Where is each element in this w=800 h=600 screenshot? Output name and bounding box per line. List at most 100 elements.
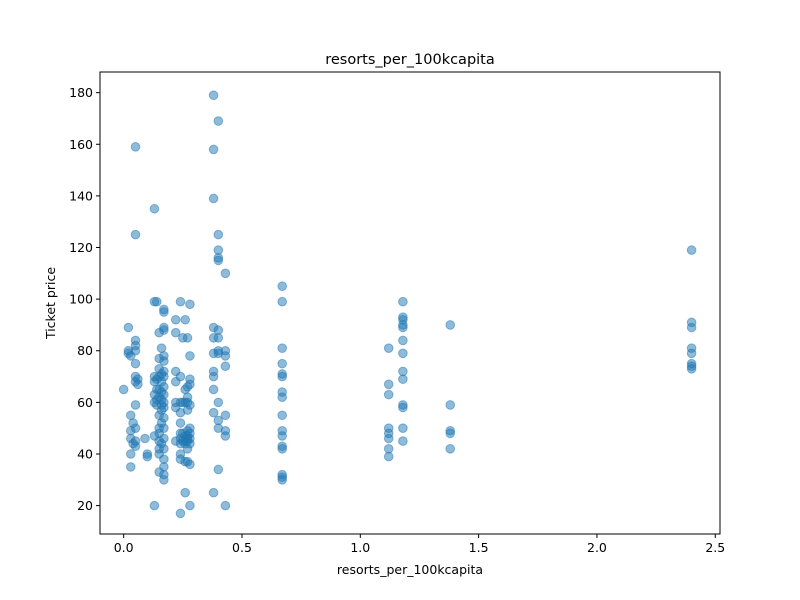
scatter-point [686,348,697,359]
scatter-point [185,459,195,470]
x-tick-label: 0.5 [232,540,252,555]
scatter-point [185,351,195,361]
scatter-point [213,333,224,343]
scatter-point [208,384,219,395]
x-tick-label: 2.5 [705,540,725,555]
scatter-point [277,431,288,441]
scatter-point [170,327,181,338]
scatter-point [175,371,186,382]
scatter-point [159,444,169,454]
scatter-point [185,500,195,511]
scatter-point [213,116,224,126]
y-tick-label: 80 [77,343,93,358]
scatter-point [208,371,219,382]
scatter-point [159,402,169,413]
scatter-point [277,444,288,454]
scatter-point [213,229,224,240]
scatter-point [185,400,195,410]
scatter-point [118,384,129,395]
scatter-point [398,423,408,433]
scatter-point [175,508,186,519]
scatter-point [445,320,456,330]
scatter-point [185,438,195,449]
y-tick-label: 140 [69,188,93,203]
scatter-point [159,325,169,335]
scatter-point [398,296,408,307]
scatter-point [208,144,219,155]
scatter-point [182,333,193,343]
scatter-point [125,462,136,472]
chart-title: resorts_per_100kcapita [325,52,495,68]
scatter-point [185,379,195,390]
scatter-point [130,142,141,152]
x-tick-label: 2.0 [587,540,607,555]
scatter-point [277,281,288,292]
scatter-point [185,299,195,310]
scatter-point [277,343,288,353]
scatter-point [180,487,190,498]
scatter-point [159,413,169,423]
scatter-point [383,451,394,462]
scatter-point [123,322,134,333]
y-tick-label: 180 [69,85,93,100]
axes-layer [99,71,721,535]
scatter-point [159,356,169,366]
scatter-point [175,296,186,307]
scatter-point [213,255,224,266]
scatter-point [149,500,160,511]
scatter-point [159,433,169,444]
points-layer [118,90,697,519]
scatter-point [159,371,169,382]
scatter-point [445,428,456,439]
scatter-point [383,389,394,400]
scatter-point [208,407,219,418]
scatter-point [125,449,136,459]
scatter-point [220,268,231,279]
scatter-point [130,358,141,369]
scatter-point [170,314,181,325]
y-tick-label: 160 [69,137,93,152]
scatter-point [142,451,153,462]
y-tick-label: 40 [77,446,93,461]
scatter-point [220,500,231,511]
scatter-point [213,464,224,475]
scatter-point [686,245,697,255]
scatter-point [220,410,231,421]
plot-frame [99,71,721,535]
scatter-point [398,322,408,333]
scatter-point [180,314,190,325]
scatter-point [686,322,697,333]
scatter-point [130,441,141,452]
scatter-point [130,229,141,240]
scatter-point [277,296,288,307]
scatter-point [140,433,150,444]
scatter-point [398,348,408,359]
scatter-point [175,418,186,428]
scatter-point [159,307,169,317]
scatter-point [208,487,219,498]
scatter-point [130,345,141,356]
scatter-point [208,90,219,101]
scatter-point [220,361,231,372]
scatter-point [383,433,394,444]
scatter-point [159,423,169,433]
scatter-point [159,475,169,485]
y-tick-label: 20 [77,498,93,513]
scatter-point [220,351,231,361]
y-tick-label: 120 [69,240,93,255]
y-tick-label: 60 [77,395,93,410]
scatter-point [277,410,288,421]
scatter-point [445,400,456,410]
scatter-point [133,379,143,390]
scatter-point [130,400,141,410]
scatter-point [398,436,408,446]
scatter-point [445,444,456,454]
y-tick-label: 100 [69,292,93,307]
scatter-point [398,374,408,384]
scatter-point [277,392,288,403]
scatter-point [383,379,394,390]
x-tick-label: 1.0 [350,540,370,555]
x-tick-label: 0.0 [114,540,134,555]
scatter-point [149,203,160,214]
